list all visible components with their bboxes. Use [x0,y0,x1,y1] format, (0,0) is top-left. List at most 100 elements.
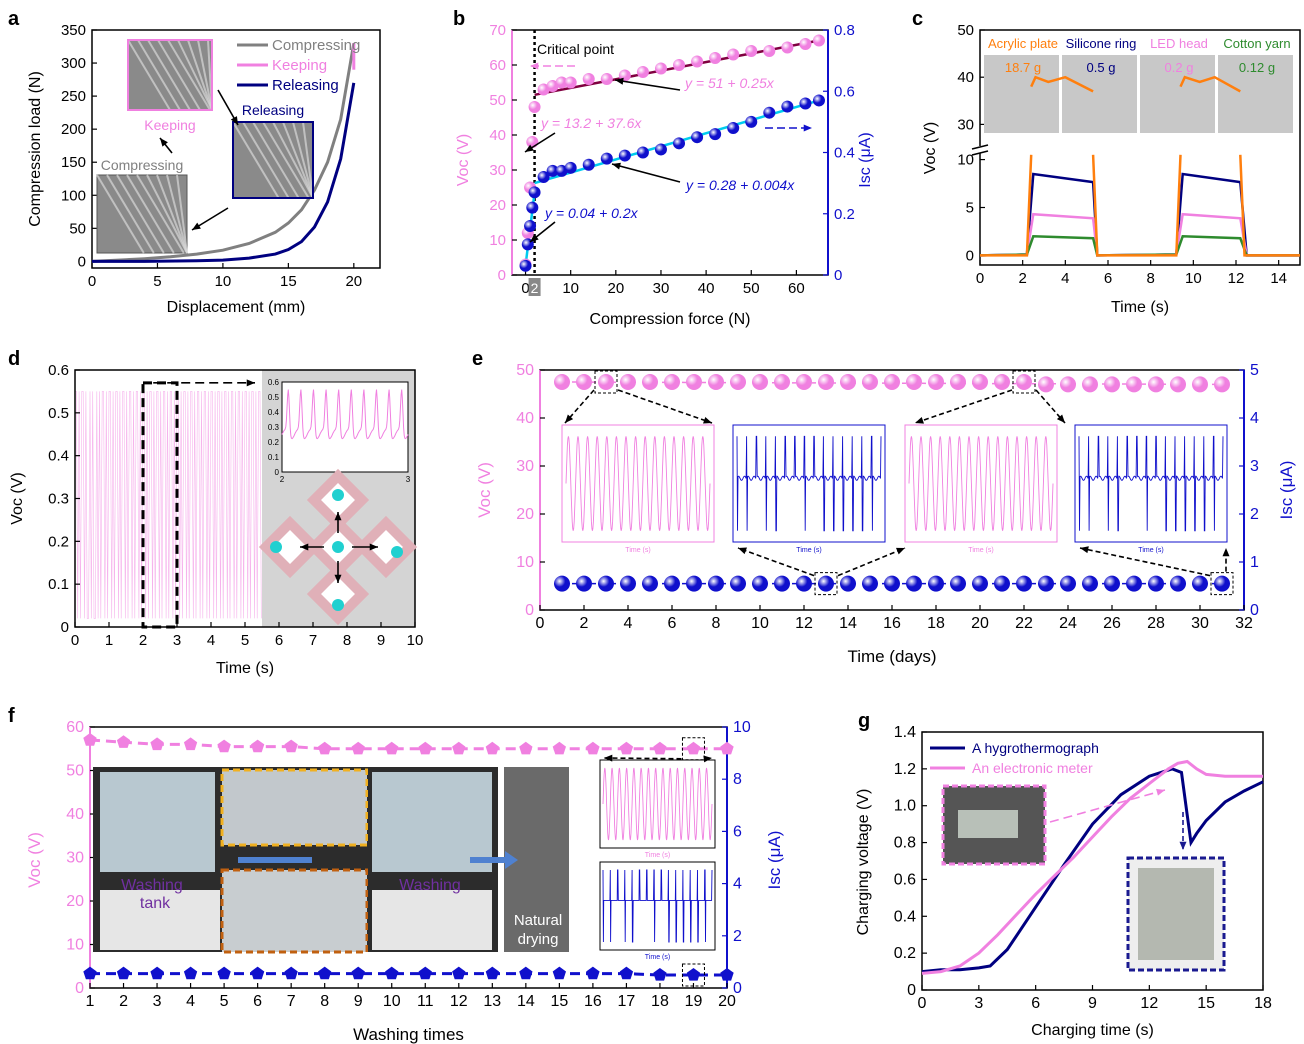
x-axis-label: Time (s) [1111,299,1169,316]
isc-point [116,966,131,980]
isc-point [537,171,550,183]
isc-point [418,966,432,980]
series-acrylic-top [1179,75,1241,93]
arrow-head [530,62,539,70]
voc-point [83,733,97,746]
x-tick-label: 3 [173,632,181,649]
x-tick-label: 17 [618,993,636,1010]
isc-point [796,575,812,592]
arrow-head [1156,788,1165,796]
x-tick-label: 24 [1059,615,1077,632]
inset-y-tick: 0.2 [268,438,280,447]
isc-point [528,186,541,199]
isc-point [552,966,566,980]
x-tick-label: 9 [1088,995,1097,1012]
arrow-head [530,234,539,242]
y-tick-label: 30 [516,458,534,475]
y-tick-label: 10 [489,232,506,249]
inset-x-label: Time (s) [645,852,670,859]
x-tick-label: 3 [974,995,983,1012]
y-tick-label-right: 1 [1250,554,1259,571]
isc-point [519,966,533,980]
fit-label-3: y = 0.28 + 0.004x [685,177,795,193]
panel-letter: d [8,348,20,370]
x-tick-label: 0 [71,632,79,649]
isc-point [653,968,667,981]
x-tick-label: 22 [1015,615,1033,632]
texture-line [156,174,188,254]
legend-label: Cotton yarn [1223,36,1290,51]
y-tick-label: 350 [61,22,86,39]
arrow-e [1079,547,1211,577]
voc-point [385,741,399,755]
isc-point [720,968,734,981]
x-tick-label: 15 [280,273,297,290]
cyan-ball [332,489,344,501]
isc-point [619,966,634,980]
y-axis-label: Voc (V) [475,462,494,518]
pixel-cell-inner [321,577,355,611]
texture-line [252,121,300,199]
x-tick-label: 10 [383,993,401,1010]
x-tick-label: 8 [320,993,329,1010]
texture-line [157,39,201,111]
x-tick-label: 6 [275,632,283,649]
isc-point [745,115,758,128]
voc-point [619,741,634,755]
texture-line [127,39,171,111]
y-axis-label-right: Isc (μA) [857,132,874,187]
arrow-head [604,754,613,762]
voc-point [727,48,740,61]
voc-point [582,73,595,85]
voc-point [1082,376,1098,393]
texture-line [197,39,213,111]
arrow-head [615,77,624,85]
arrow-head [334,512,342,521]
voc-point [183,737,198,751]
y-tick-label: 150 [61,154,86,171]
x-tick-label: 0 [918,995,927,1012]
isc-point [774,575,790,592]
x-tick-label: 2 [1018,270,1026,287]
voc-point [251,739,265,753]
series-acrylic [1239,154,1300,257]
isc-point [618,149,631,162]
y-tick-label: 5 [966,200,974,217]
select-box [814,572,838,596]
inset-series [602,767,713,841]
arrow-head [1179,841,1187,850]
isc-point [1192,575,1208,592]
select-box [681,963,705,987]
legend-label: LED head [1150,36,1208,51]
voc-point [546,80,559,92]
isc-point [664,575,680,592]
voc-point [1060,376,1076,393]
inset-label-keeping: Keeping [144,117,195,133]
texture-line [282,121,314,199]
y-tick-label-right: 0 [733,980,742,997]
voc-point [691,55,704,68]
isc-point [709,128,722,141]
inset-series [736,435,882,532]
inset-label-drying: drying [518,931,559,948]
x-tick-label: 6 [1104,270,1112,287]
texture-line [146,174,188,254]
inset-label-washing-tank-2: tank [140,895,171,912]
arrow-head [1056,414,1065,423]
inset-frame [732,424,886,543]
y-tick-label: 30 [66,850,84,867]
inset-y-tick: 0.4 [268,408,280,417]
voc-point [720,741,734,755]
inset-frame [1074,424,1228,543]
isc-point [1016,575,1032,592]
voc-point [884,374,900,390]
x-highlight-label: 2 [531,280,539,296]
photo-releasing-border [232,121,314,199]
x-tick-label: 5 [241,632,249,649]
x-tick-label: 19 [685,993,703,1010]
fit-label-2: y = 13.2 + 37.6x [540,115,642,131]
y-tick-label-right: 0.6 [834,83,855,100]
inset-y-tick: 0 [275,468,280,477]
x-tick-label: 20 [718,993,736,1010]
fit-label-1: y = 51 + 0.25x [684,75,775,91]
